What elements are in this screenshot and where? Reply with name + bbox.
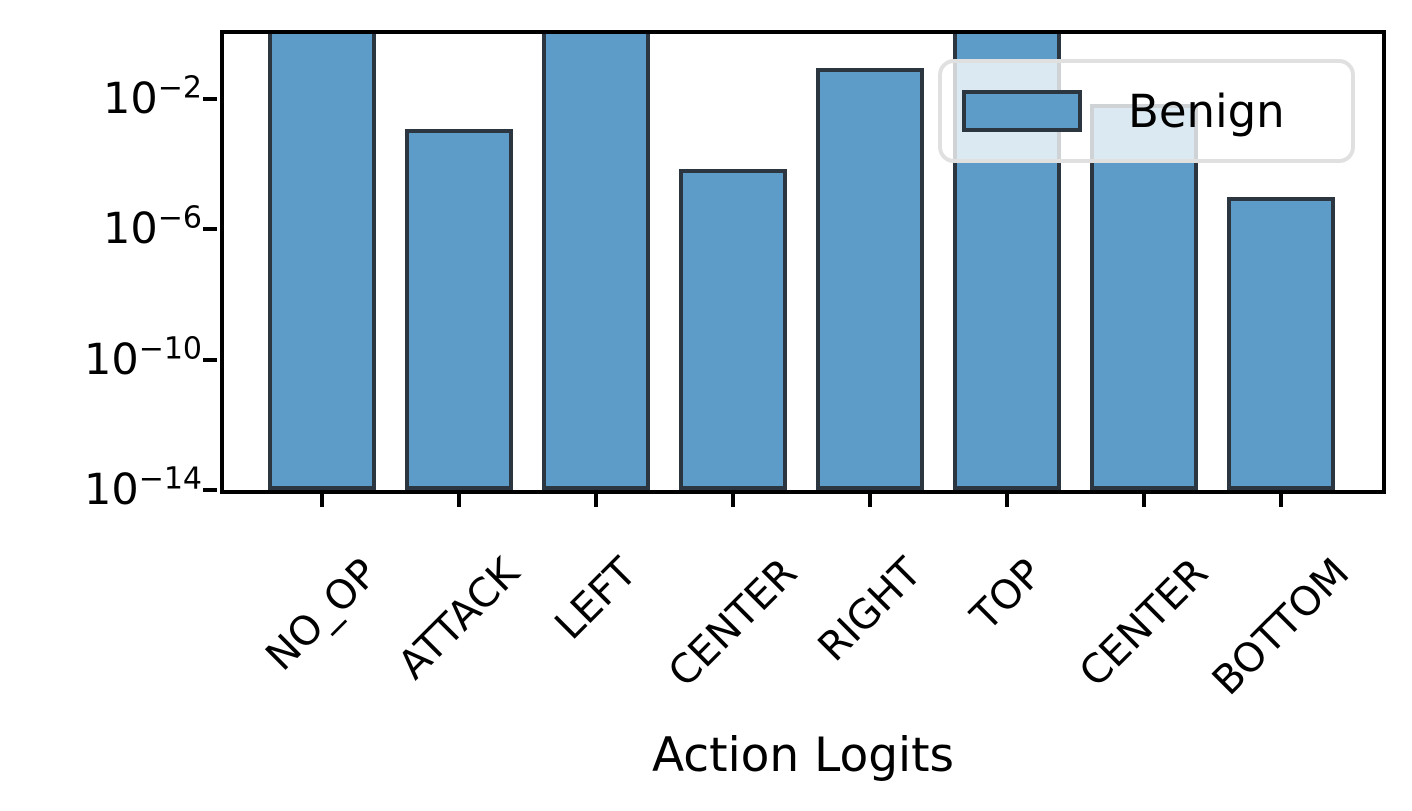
bar-bottom-7 (1227, 196, 1335, 490)
x-tick-label-top-5: TOP (962, 549, 1052, 640)
x-tick-2 (594, 494, 598, 507)
x-tick-7 (1279, 494, 1283, 507)
x-tick-0 (320, 494, 324, 507)
x-tick-label-no_op-0: NO_OP (257, 549, 387, 680)
y-tick-1e-10 (203, 357, 217, 362)
y-tick-label-1e-2: 10−2 (103, 70, 202, 125)
x-tick-5 (1005, 494, 1009, 507)
y-tick-label-1e-10: 10−10 (83, 331, 202, 385)
x-tick-label-right-4: RIGHT (809, 549, 931, 671)
y-tick-label-1e-6: 10−6 (103, 201, 202, 255)
x-tick-3 (731, 494, 735, 507)
bar-right-4 (816, 68, 924, 490)
x-tick-1 (457, 494, 461, 507)
x-tick-label-center-3: CENTER (659, 550, 807, 697)
bar-no_op-0 (268, 34, 376, 490)
x-axis-title: Action Logits (651, 728, 955, 783)
y-tick-label-1e-14: 10−14 (83, 461, 202, 515)
bar-attack-1 (405, 129, 513, 490)
x-tick-4 (868, 494, 872, 507)
x-tick-label-attack-1: ATTACK (389, 549, 529, 689)
x-tick-6 (1142, 494, 1146, 507)
legend: Benign (938, 59, 1355, 163)
y-tick-1e-14 (203, 488, 217, 492)
legend-label: Benign (1128, 84, 1285, 138)
y-tick-1e-6 (203, 227, 217, 232)
x-tick-label-center-6: CENTER (1070, 550, 1218, 697)
plot-area (224, 34, 1382, 490)
x-tick-label-left-2: LEFT (546, 549, 646, 650)
bar-center-6 (1090, 104, 1198, 490)
y-tick-1e-2 (203, 97, 217, 102)
legend-swatch-benign (962, 90, 1082, 132)
x-tick-label-bottom-7: BOTTOM (1203, 549, 1359, 705)
bar-center-3 (679, 169, 787, 490)
bar-left-2 (542, 34, 650, 490)
